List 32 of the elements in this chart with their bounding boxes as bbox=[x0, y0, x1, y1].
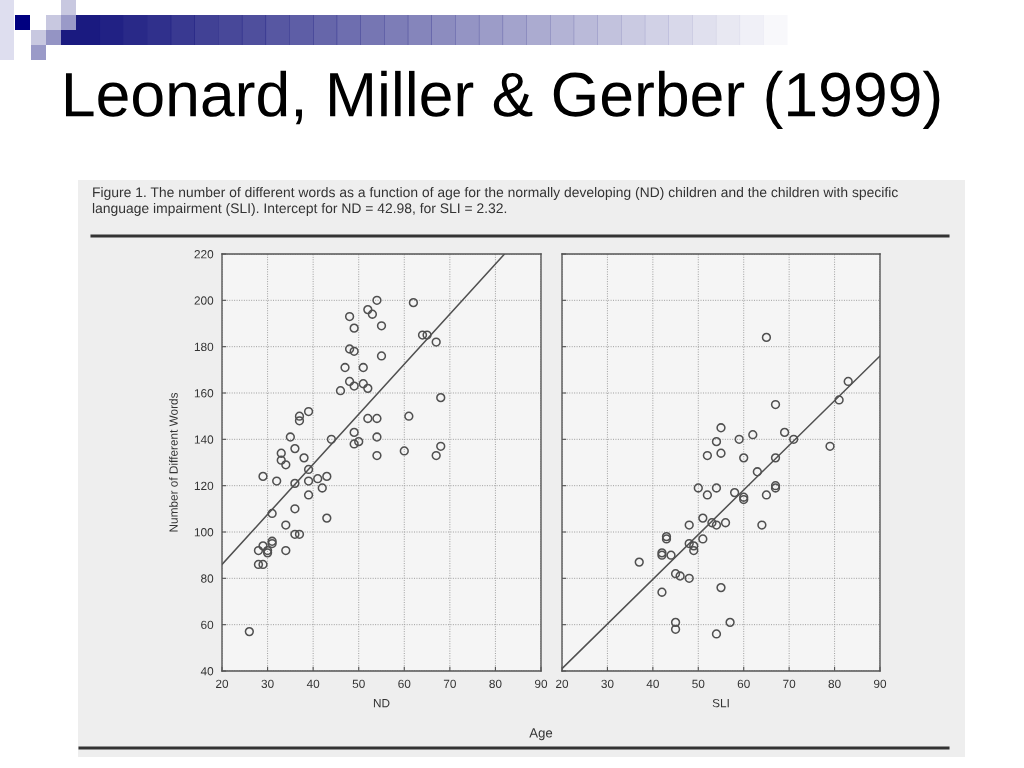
x-tick-label: 80 bbox=[489, 679, 502, 688]
y-tick-label: 80 bbox=[201, 574, 214, 583]
y-tick-label: 40 bbox=[200, 667, 214, 676]
x-tick-label: 70 bbox=[443, 679, 456, 688]
x-tick-label: 70 bbox=[783, 679, 796, 688]
x-tick-label: 60 bbox=[737, 679, 750, 688]
x-tick-label: 20 bbox=[216, 679, 229, 688]
x-tick-label: 50 bbox=[352, 679, 365, 688]
y-tick-label: 220 bbox=[194, 250, 214, 259]
y-tick-label: 200 bbox=[194, 296, 214, 305]
x-tick-label: 50 bbox=[692, 679, 705, 688]
x-tick-label: 20 bbox=[556, 679, 569, 688]
y-axis-title: Number of Different Words bbox=[169, 392, 178, 532]
x-tick-label: 90 bbox=[534, 679, 548, 688]
x-axis-title: SLI bbox=[712, 698, 729, 708]
x-tick-label: 60 bbox=[398, 679, 411, 688]
x-axis-title: ND bbox=[373, 699, 390, 708]
y-tick-label: 180 bbox=[194, 342, 214, 352]
chart-subtitle: Figure 1. The number of different words as a function of age for the normally developing (ND) children and the children with specific language impairment (SLI). Intercept for ND = 42.98, for SLI = 2.32. bbox=[92, 187, 898, 216]
text: Age bbox=[529, 728, 553, 741]
x-tick-label: 30 bbox=[601, 679, 614, 688]
x-tick-label: 40 bbox=[306, 679, 320, 688]
x-tick-label: 40 bbox=[646, 679, 659, 688]
y-tick-label: 160 bbox=[194, 389, 214, 398]
x-tick-label: 30 bbox=[261, 679, 274, 688]
y-tick-label: 120 bbox=[194, 481, 214, 491]
y-tick-label: 140 bbox=[194, 435, 214, 444]
x-tick-label: 80 bbox=[828, 679, 841, 688]
chart-title: Leonard, Miller & Gerber (1999) bbox=[65, 70, 940, 130]
y-tick-label: 60 bbox=[201, 620, 214, 630]
y-tick-label: 100 bbox=[194, 528, 214, 537]
x-tick-label: 90 bbox=[873, 679, 887, 688]
